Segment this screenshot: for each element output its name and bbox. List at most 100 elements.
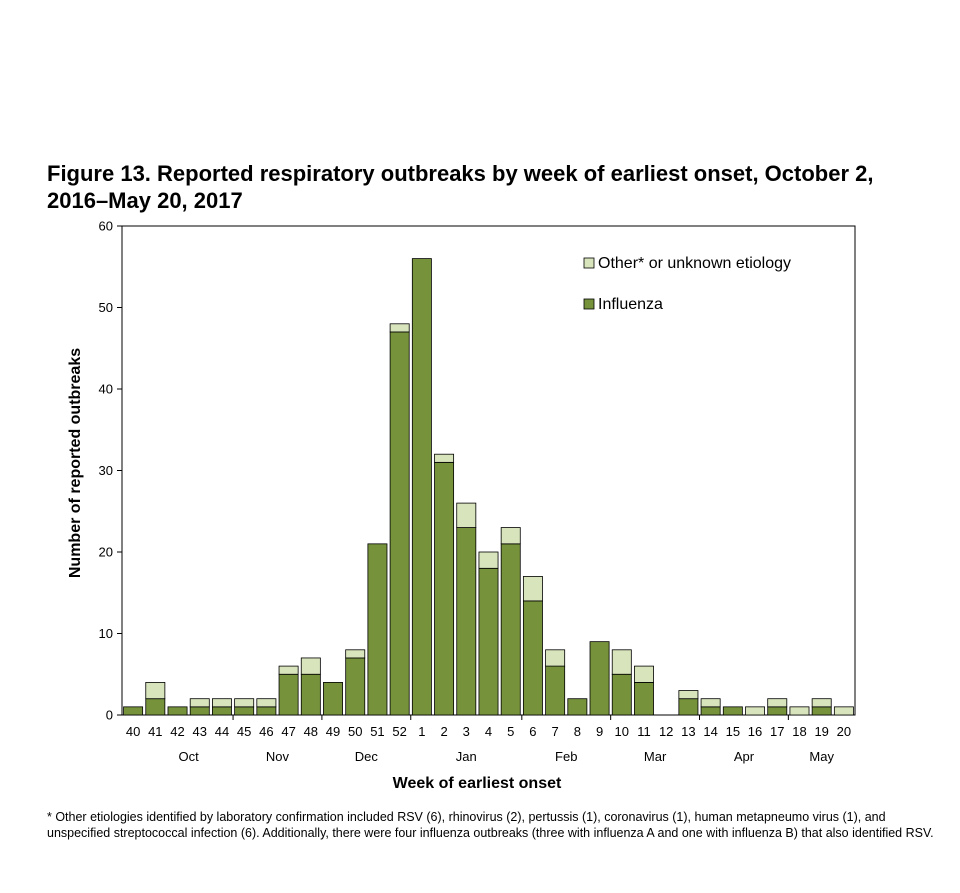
chart-title: Figure 13. Reported respiratory outbreak… [47,161,874,213]
bar-influenza-week-3 [456,527,477,716]
bar-influenza-week-41 [145,698,166,716]
month-label: Apr [734,749,755,764]
bar-influenza-week-47 [278,673,299,716]
bar-other-week-41 [145,682,166,700]
bar-influenza-week-9 [589,641,610,716]
x-tick-label: 47 [281,724,295,739]
month-label: Dec [355,749,379,764]
bar-other-week-44 [212,698,232,708]
x-tick-label: 6 [529,724,536,739]
x-tick-label: 10 [615,724,629,739]
x-tick-label: 3 [463,724,470,739]
bar-influenza-week-7 [545,665,566,716]
x-tick-label: 15 [726,724,740,739]
y-tick-label: 0 [106,708,113,723]
bar-influenza-week-19 [811,706,832,716]
bar-influenza-week-50 [345,657,366,716]
bar-series [123,258,854,716]
y-tick-label: 10 [99,626,113,641]
bar-other-week-6 [522,576,543,602]
bar-other-week-14 [700,698,721,708]
x-tick-label: 14 [703,724,717,739]
bar-other-week-20 [833,706,854,716]
bar-other-week-2 [434,453,455,463]
bar-influenza-week-52 [389,331,410,716]
x-tick-label: 7 [552,724,559,739]
x-tick-label: 1 [418,724,425,739]
x-tick-label: 9 [596,724,603,739]
footnote: * Other etiologies identified by laborat… [47,810,934,840]
bar-other-week-47 [278,665,299,675]
x-axis-label: Week of earliest onset [393,775,562,792]
bar-other-week-11 [634,665,654,683]
x-tick-label: 44 [215,724,229,739]
x-tick-label: 49 [326,724,340,739]
x-tick-label: 48 [304,724,318,739]
x-tick-label: 46 [259,724,273,739]
legend-swatch-other [583,257,595,269]
legend: Other* or unknown etiology Influenza [583,255,791,313]
bar-influenza-week-10 [611,673,632,716]
bar-influenza-week-42 [167,706,188,716]
x-tick-label: 17 [770,724,784,739]
bar-influenza-week-8 [567,698,588,716]
x-tick-label: 40 [126,724,140,739]
bar-other-week-43 [189,698,210,708]
bar-influenza-week-48 [300,673,321,716]
bar-influenza-week-46 [256,706,277,716]
bar-other-week-19 [811,698,832,708]
x-tick-label: 19 [814,724,828,739]
bar-influenza-week-1 [411,258,432,716]
x-tick-label: 11 [637,724,651,739]
bar-influenza-week-2 [434,461,455,716]
x-tick-label: 8 [574,724,581,739]
month-label: Oct [179,749,200,764]
bar-influenza-week-51 [367,543,388,716]
bar-other-week-18 [789,706,810,716]
month-label: May [809,749,834,764]
bar-other-week-52 [389,323,410,333]
x-tick-label: 16 [748,724,762,739]
bar-influenza-week-45 [234,706,255,716]
bar-influenza-week-11 [634,682,654,716]
month-label: Jan [456,749,477,764]
legend-label-other: Other* or unknown etiology [598,255,791,272]
bar-other-week-50 [345,649,366,659]
bar-influenza-week-43 [189,706,210,716]
bar-other-week-17 [767,698,788,708]
x-axis: 40 41 42 43 44 45 46 47 48 49 50 51 52 1 2 3 4 5 6 7 8 9 10 11 1… [126,715,851,764]
bar-influenza-week-14 [700,706,721,716]
bar-other-week-16 [745,706,765,716]
x-tick-label: 13 [681,724,695,739]
y-axis-label: Number of reported outbreaks [67,348,84,578]
y-tick-label: 30 [99,463,113,478]
y-axis: 0 10 20 30 40 50 60 [99,219,122,723]
x-tick-label: 50 [348,724,362,739]
y-tick-label: 40 [99,382,113,397]
bar-other-week-10 [611,649,632,675]
bar-other-week-5 [500,527,521,545]
y-tick-label: 50 [99,300,113,315]
x-tick-label: 41 [148,724,162,739]
legend-label-influenza: Influenza [598,296,663,313]
bar-influenza-week-5 [500,543,521,716]
bar-influenza-week-40 [123,706,144,716]
x-tick-label: 43 [193,724,207,739]
bar-influenza-week-13 [678,698,699,716]
bar-other-week-4 [478,551,499,569]
bar-other-week-45 [234,698,255,708]
legend-swatch-influenza [583,298,595,310]
x-tick-label: 5 [507,724,514,739]
month-label: Feb [555,749,577,764]
month-label: Nov [266,749,290,764]
bar-other-week-3 [456,502,477,528]
x-tick-label: 52 [392,724,406,739]
bar-other-week-13 [678,690,699,700]
bar-influenza-week-15 [722,706,743,716]
bar-influenza-week-4 [478,567,499,716]
x-tick-label: 51 [370,724,384,739]
x-tick-label: 18 [792,724,806,739]
x-tick-label: 12 [659,724,673,739]
x-tick-label: 42 [170,724,184,739]
y-tick-label: 60 [99,219,113,234]
